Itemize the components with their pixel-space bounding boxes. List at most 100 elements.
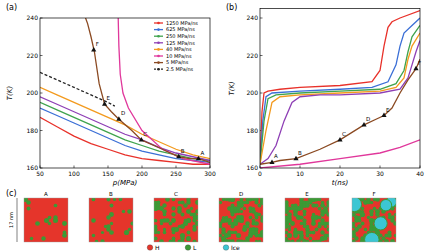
liquid-site <box>101 231 104 234</box>
legend-label: L <box>193 244 197 251</box>
liquid-site <box>320 230 324 234</box>
x-tick-label: 50 <box>36 170 44 177</box>
liquid-site <box>154 231 157 234</box>
scale-bar <box>17 198 18 242</box>
liquid-site <box>54 204 58 208</box>
annotation-marker <box>337 137 342 142</box>
liquid-site <box>195 200 198 205</box>
liquid-site <box>130 221 133 225</box>
y-tick <box>260 93 263 94</box>
annotation-label: A <box>200 150 204 156</box>
y-label: T(K) <box>6 86 14 101</box>
legend-swatch <box>154 36 163 37</box>
legend-marker <box>157 61 160 64</box>
series-line <box>260 140 420 168</box>
liquid-site <box>165 218 169 222</box>
annotation-marker <box>139 137 144 142</box>
series-line <box>260 41 420 165</box>
series-line <box>260 26 420 165</box>
liquid-site <box>169 222 173 226</box>
liquid-site <box>293 233 298 238</box>
snapshot-frame <box>352 198 396 242</box>
liquid-site <box>44 218 49 223</box>
liquid-site <box>318 207 322 211</box>
y-tick-label: 160 <box>247 164 259 171</box>
x-tick-label: 200 <box>136 170 148 177</box>
liquid-site <box>326 233 329 237</box>
liquid-site <box>35 221 40 226</box>
plot-area <box>260 11 420 169</box>
y-tick <box>40 55 43 56</box>
annotation-marker <box>116 116 121 121</box>
liquid-site <box>163 228 166 231</box>
annotation-label: D <box>121 110 125 116</box>
liquid-site <box>127 209 132 214</box>
annotation-marker <box>269 159 274 164</box>
y-tick-label: 240 <box>247 14 259 21</box>
liquid-site <box>258 213 261 216</box>
y-tick-label: 220 <box>27 52 39 59</box>
liquid-site <box>48 222 51 225</box>
legend-label: 250 MPa/ns <box>166 33 195 39</box>
liquid-site <box>172 198 176 201</box>
annotation-marker <box>196 156 201 161</box>
legend-swatch <box>154 55 163 56</box>
series-line <box>86 18 210 162</box>
liquid-site <box>390 239 395 242</box>
legend-marker <box>157 22 160 25</box>
liquid-site <box>92 198 96 201</box>
liquid-site <box>228 234 231 237</box>
liquid-site <box>100 239 104 242</box>
liquid-site <box>288 228 291 231</box>
legend-label: 1250 MPa/ns <box>166 20 198 26</box>
liquid-site <box>303 225 307 229</box>
ice-patch <box>365 232 380 242</box>
annotation-marker <box>413 66 418 71</box>
legend-label: 40 MPa/ns <box>166 46 192 52</box>
liquid-site <box>26 200 31 205</box>
liquid-site <box>249 216 253 220</box>
liquid-site <box>190 207 193 210</box>
annotation-marker <box>91 47 96 52</box>
liquid-site <box>231 213 235 217</box>
liquid-site <box>230 239 234 242</box>
y-tick-label: 200 <box>247 89 259 96</box>
liquid-site <box>367 216 370 219</box>
series-line <box>260 11 420 165</box>
legend-swatch <box>154 29 163 30</box>
liquid-site <box>192 227 197 232</box>
liquid-site <box>245 239 249 242</box>
snapshot-body <box>219 198 263 242</box>
snapshot-frame <box>154 198 198 242</box>
snapshot-body <box>352 198 396 242</box>
y-tick-label: 240 <box>27 14 39 21</box>
liquid-site <box>375 212 379 216</box>
liquid-site <box>327 228 329 232</box>
legend-marker <box>157 35 160 38</box>
annotation-label: C <box>143 131 147 137</box>
x-tick <box>142 166 143 169</box>
chart-0: (a)50100150200250300160180200220240p(MPa… <box>6 3 216 187</box>
annotation-label: B <box>181 148 185 154</box>
liquid-site <box>291 240 295 242</box>
series-line <box>118 18 210 164</box>
scale-label: 17 nm <box>8 212 14 228</box>
snapshot-bg <box>24 198 68 242</box>
snapshot-bg <box>219 198 263 242</box>
liquid-site <box>110 222 113 225</box>
liquid-site <box>258 240 261 242</box>
panel-title: (a) <box>6 3 17 12</box>
liquid-site <box>219 201 222 204</box>
liquid-site <box>62 233 67 238</box>
y-tick <box>40 93 43 94</box>
liquid-site <box>254 221 259 226</box>
annotation-marker <box>102 101 107 106</box>
legend-label: 2.5 MPa/ns <box>166 66 194 72</box>
x-tick <box>340 166 341 169</box>
snapshot <box>284 197 331 244</box>
legend-marker <box>157 55 160 58</box>
x-label: p(MPa) <box>112 179 138 187</box>
liquid-site <box>306 240 310 242</box>
liquid-site <box>358 219 362 223</box>
annotation-label: C <box>342 131 346 137</box>
